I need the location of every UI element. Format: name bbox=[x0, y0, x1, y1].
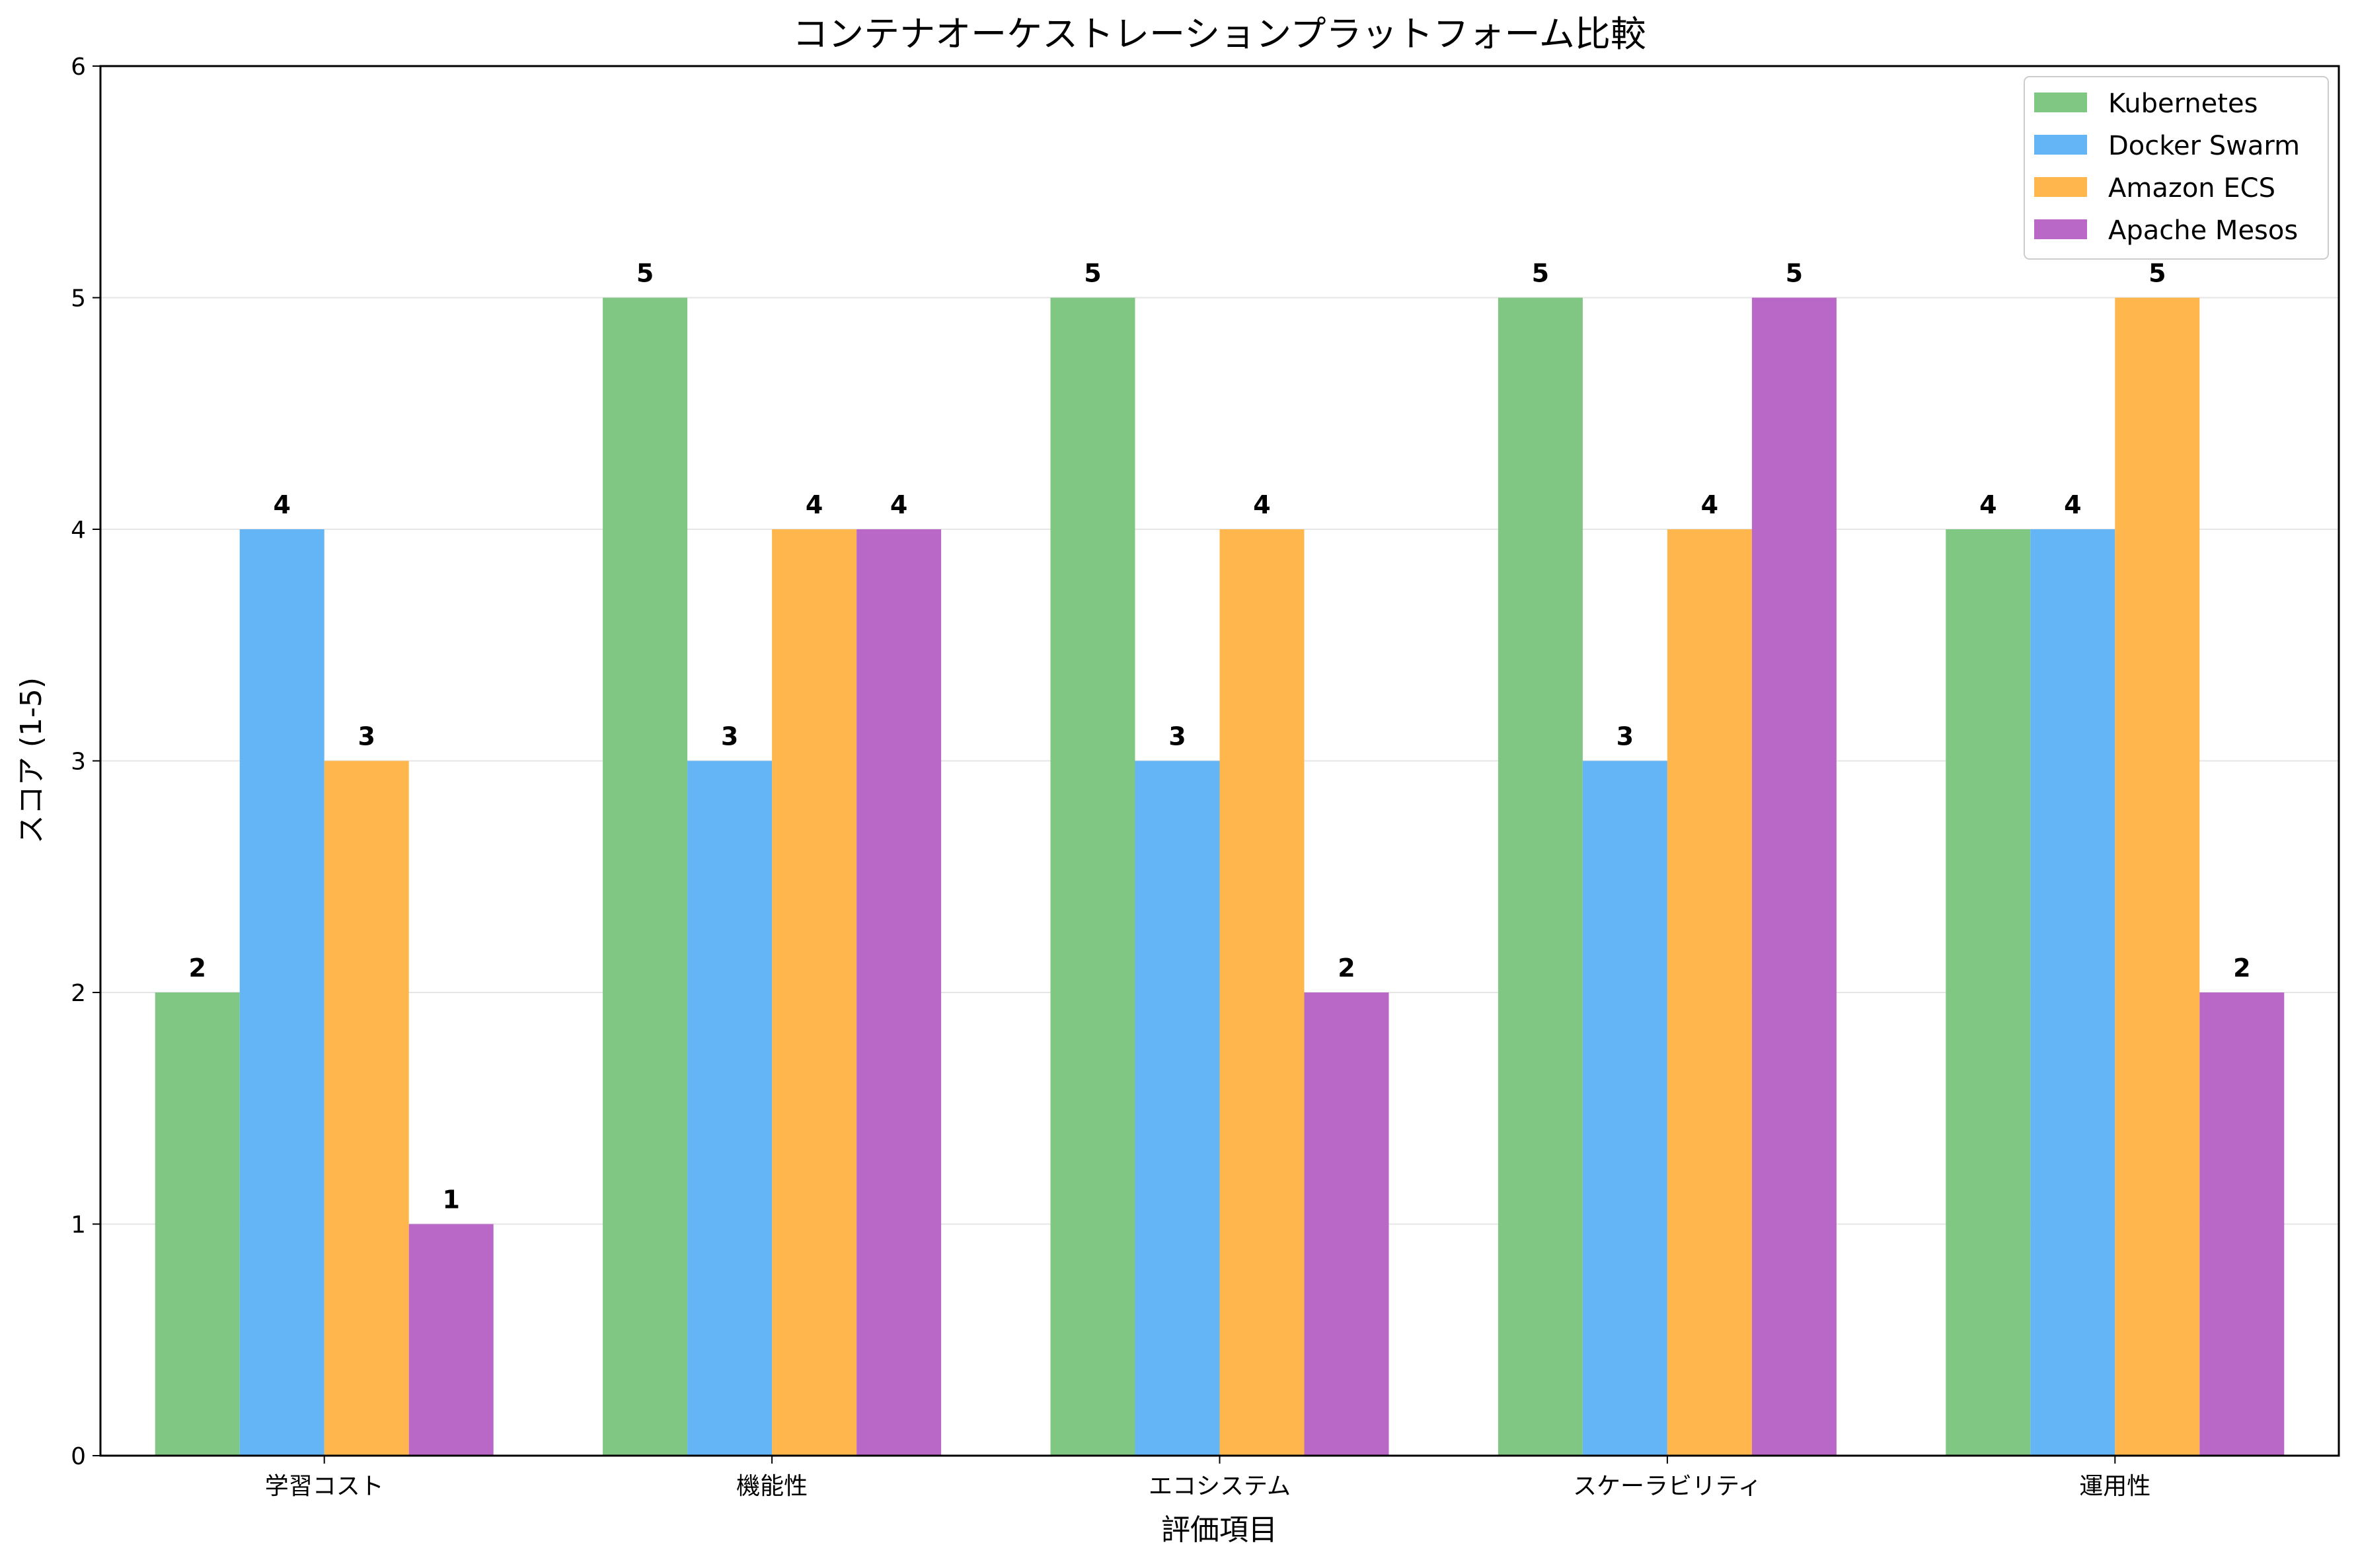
bar bbox=[2115, 297, 2200, 1456]
data-label: 5 bbox=[636, 259, 654, 288]
y-axis-title: スコア (1-5) bbox=[15, 677, 48, 844]
x-axis-title: 評価項目 bbox=[1161, 1513, 1277, 1547]
data-label: 4 bbox=[1979, 490, 1997, 519]
bar bbox=[603, 297, 688, 1456]
data-label: 5 bbox=[1532, 259, 1549, 288]
x-tick-label: スケーラビリティ bbox=[1573, 1473, 1762, 1500]
legend: Kubernetes Docker Swarm Amazon ECS Apache M… bbox=[2024, 76, 2329, 260]
legend-label: Apache Mesos bbox=[2108, 215, 2298, 246]
legend-label: Docker Swarm bbox=[2108, 131, 2300, 161]
x-tick-label: 学習コスト bbox=[265, 1473, 384, 1500]
bar bbox=[2030, 529, 2115, 1456]
data-label: 3 bbox=[1168, 722, 1186, 751]
legend-swatch bbox=[2034, 135, 2087, 155]
legend-box bbox=[2024, 76, 2329, 260]
data-label: 2 bbox=[2233, 953, 2250, 983]
data-label: 5 bbox=[1786, 259, 1803, 288]
data-label: 4 bbox=[2064, 490, 2081, 519]
y-tick-label: 5 bbox=[71, 285, 86, 313]
legend-label: Amazon ECS bbox=[2108, 173, 2275, 204]
bar bbox=[1135, 761, 1220, 1456]
y-tick-label: 2 bbox=[71, 980, 86, 1007]
y-tick-label: 6 bbox=[71, 54, 86, 81]
bar bbox=[1582, 761, 1667, 1456]
legend-swatch bbox=[2034, 93, 2087, 112]
bar bbox=[2199, 992, 2285, 1456]
data-label: 4 bbox=[806, 490, 823, 519]
x-tick-label: 運用性 bbox=[2079, 1473, 2150, 1500]
data-labels: 2 4 3 1 5 3 4 4 5 3 4 2 5 3 4 5 4 4 5 2 bbox=[188, 259, 2250, 1214]
bar bbox=[324, 761, 409, 1456]
data-label: 4 bbox=[1253, 490, 1270, 519]
data-label: 1 bbox=[442, 1185, 459, 1214]
y-tick-label: 0 bbox=[71, 1443, 86, 1470]
y-tick-label: 3 bbox=[71, 749, 86, 776]
bar bbox=[772, 529, 857, 1456]
data-label: 5 bbox=[2149, 259, 2166, 288]
data-label: 2 bbox=[1338, 953, 1355, 983]
legend-label: Kubernetes bbox=[2108, 89, 2258, 119]
x-axis-ticks: 学習コスト 機能性 エコシステム スケーラビリティ 運用性 bbox=[265, 1456, 2150, 1500]
bar bbox=[856, 529, 942, 1456]
y-tick-label: 1 bbox=[71, 1212, 86, 1239]
data-label: 4 bbox=[890, 490, 907, 519]
bars bbox=[155, 297, 2285, 1456]
chart-title: コンテナオーケストレーションプラットフォーム比較 bbox=[792, 13, 1646, 55]
data-label: 2 bbox=[188, 953, 206, 983]
bar bbox=[1050, 297, 1135, 1456]
bar bbox=[687, 761, 773, 1456]
data-label: 3 bbox=[358, 722, 375, 751]
bar bbox=[408, 1224, 494, 1456]
bar bbox=[1304, 992, 1389, 1456]
x-tick-label: 機能性 bbox=[736, 1473, 808, 1500]
bar bbox=[155, 992, 240, 1456]
data-label: 4 bbox=[1701, 490, 1718, 519]
bar bbox=[1946, 529, 2031, 1456]
bar bbox=[1219, 529, 1305, 1456]
data-label: 4 bbox=[273, 490, 290, 519]
bar bbox=[1498, 297, 1583, 1456]
y-tick-label: 4 bbox=[71, 517, 86, 544]
data-label: 3 bbox=[721, 722, 738, 751]
legend-swatch bbox=[2034, 177, 2087, 197]
bar bbox=[1751, 297, 1837, 1456]
legend-swatch bbox=[2034, 219, 2087, 239]
bar bbox=[239, 529, 324, 1456]
data-label: 3 bbox=[1616, 722, 1634, 751]
y-axis-ticks: 0 1 2 3 4 5 6 bbox=[71, 54, 100, 1470]
x-tick-label: エコシステム bbox=[1149, 1473, 1291, 1500]
data-label: 5 bbox=[1084, 259, 1101, 288]
bar bbox=[1667, 529, 1752, 1456]
